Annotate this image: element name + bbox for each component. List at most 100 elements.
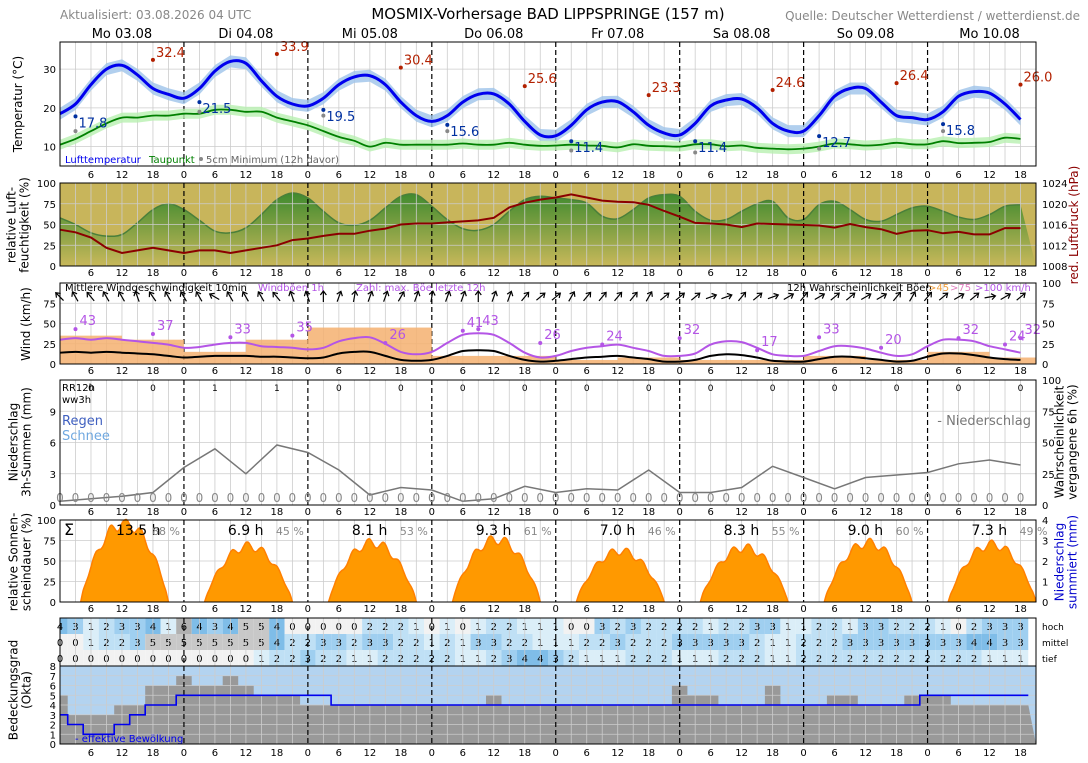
max-temp-marker — [398, 65, 403, 70]
arrow-shaft — [752, 293, 762, 301]
ww3h-value: 0 — [1001, 491, 1009, 505]
max-gust-label: 37 — [157, 319, 174, 334]
hour-tick-label: 6 — [336, 268, 342, 279]
hour-tick-label: 12 — [735, 507, 748, 518]
arrow-shaft — [460, 292, 466, 302]
max-gust-label: 41 — [467, 316, 484, 331]
arrow-shaft — [1016, 293, 1025, 301]
ww3h-value: 0 — [955, 491, 963, 505]
wind-direction-arrow — [923, 291, 933, 302]
arrow-shaft — [336, 292, 342, 302]
hour-tick-label: 18 — [642, 170, 655, 181]
arrow-head — [428, 290, 436, 296]
y-tick-label: 6 — [50, 682, 56, 693]
y-tick-label-right: 1008 — [1042, 262, 1067, 273]
y-tick-label: 4 — [50, 701, 56, 712]
rr12h-value: 0 — [398, 384, 404, 394]
y-tick-label: 50 — [43, 320, 56, 331]
y-tick-label: 8 — [50, 662, 56, 673]
panel-frame — [59, 282, 1037, 365]
wind-direction-arrow — [444, 290, 452, 302]
arrow-shaft — [87, 292, 95, 302]
arrow-shaft — [737, 292, 746, 302]
hour-tick-label: 12 — [240, 170, 253, 181]
effective-cloud-line — [60, 694, 1029, 736]
max-gust-label: 24 — [1009, 330, 1026, 345]
ww3h-value: 0 — [211, 491, 219, 505]
hour-tick-label: 18 — [394, 170, 407, 181]
hour-tick-label: 0 — [676, 268, 682, 279]
hour-tick-label: 0 — [800, 507, 806, 518]
hour-tick-label: 18 — [394, 507, 407, 518]
y-tick-label: 0 — [50, 360, 56, 371]
ww3h-value: 0 — [614, 491, 622, 505]
gust-probability-bar — [369, 327, 432, 364]
rr12h-value: 0 — [646, 384, 652, 394]
arrow-shaft — [180, 292, 187, 302]
arrow-shaft — [598, 292, 606, 302]
hour-tick-label: 12 — [611, 366, 624, 377]
y-tick-label-right: 25 — [1042, 340, 1055, 351]
y-tick-label: 3 — [50, 470, 56, 481]
min-temp-label: 21.5 — [202, 102, 231, 117]
arrow-shaft — [876, 293, 886, 301]
ylabel-precip-probability: Wahrscheinlichkeit vergangene 6h (%) — [1053, 384, 1080, 499]
wind-direction-arrow — [814, 292, 826, 301]
ww3h-value: 0 — [320, 491, 328, 505]
soil-min-marker — [445, 129, 450, 134]
sunshine-line — [947, 539, 1037, 603]
arrow-shaft — [845, 293, 855, 301]
arrow-shaft — [938, 293, 948, 301]
wind-direction-arrow — [460, 290, 467, 302]
rr12h-value: 0 — [894, 384, 900, 394]
arrow-head — [788, 292, 795, 299]
sunshine-line — [327, 538, 418, 603]
ww3h-value: 0 — [877, 491, 885, 505]
hour-tick-label: 12 — [116, 507, 129, 518]
arrow-shaft — [953, 293, 964, 301]
cloud-layer-row-label: hoch — [1042, 623, 1064, 633]
hour-tick-label: 0 — [305, 366, 311, 377]
arrow-shaft — [72, 292, 79, 302]
wind-direction-arrow — [969, 292, 980, 301]
wind-direction-arrow — [257, 290, 265, 302]
hour-tick-label: 12 — [611, 748, 624, 759]
arrow-shaft — [675, 293, 684, 301]
hour-tick-label: 18 — [1014, 748, 1027, 759]
max-temp-marker — [522, 84, 527, 89]
soil-min-marker — [693, 150, 698, 155]
gust-probability-bar — [741, 359, 804, 364]
y-tick-label: 1 — [50, 730, 56, 741]
cloud-layer-row-label: tief — [1042, 655, 1058, 665]
hour-tick-label: 0 — [800, 170, 806, 181]
hour-tick-label: 6 — [212, 268, 218, 279]
min-temp-label: 11.4 — [574, 141, 603, 156]
sunshine-percent-label: 55 % — [772, 525, 800, 538]
wind-line — [59, 349, 1021, 363]
ww3h-value: 0 — [908, 491, 916, 505]
hour-tick-label: 6 — [460, 507, 466, 518]
wind-direction-arrow — [1016, 292, 1026, 301]
y-tick-label: 75 — [43, 299, 56, 310]
wind-direction-arrow — [382, 290, 390, 302]
hour-tick-label: 12 — [363, 268, 376, 279]
arrow-shaft — [767, 294, 778, 300]
hour-tick-label: 18 — [394, 268, 407, 279]
hour-tick-label: 12 — [116, 170, 129, 181]
rr12h-value: 0 — [1018, 384, 1024, 394]
hour-tick-label: 0 — [429, 604, 435, 615]
sunshine-percent-label: 46 % — [648, 525, 676, 538]
arrow-head — [460, 290, 467, 297]
arrow-head — [632, 291, 638, 298]
hour-tick-label: 0 — [553, 748, 559, 759]
hour-tick-label: 0 — [305, 748, 311, 759]
hour-tick-label: 12 — [735, 366, 748, 377]
wind-direction-arrow — [117, 290, 125, 302]
sunshine-line — [823, 537, 913, 603]
hour-tick-label: 6 — [584, 268, 590, 279]
max-temp-label: 23.3 — [652, 81, 681, 96]
ww3h-value: 0 — [753, 491, 761, 505]
arrow-head — [601, 291, 607, 298]
arrow-head — [555, 292, 562, 299]
rr12h-value: 1 — [274, 384, 280, 394]
